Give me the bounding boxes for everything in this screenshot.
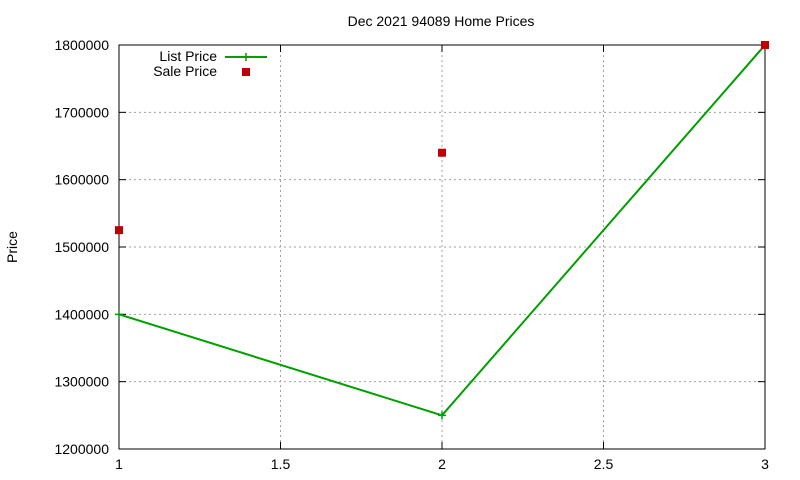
x-tick-label: 1 xyxy=(115,456,123,472)
legend-marker-list-price xyxy=(242,53,250,61)
grid xyxy=(119,45,765,449)
legend-label-list-price: List Price xyxy=(159,48,217,64)
data-point-list-price xyxy=(438,411,446,420)
y-tick-label: 1600000 xyxy=(54,172,109,188)
y-tick-label: 1700000 xyxy=(54,104,109,120)
y-tick-label: 1300000 xyxy=(54,374,109,390)
data-point-sale-price xyxy=(438,148,446,157)
legend-marker-sale-price xyxy=(242,68,250,76)
axis-ticks: 1 1.5 2 2.5 3 1200000 1300000 1400000 1500000 160… xyxy=(54,37,769,472)
data-point-sale-price xyxy=(761,41,769,49)
data-point-list-price xyxy=(115,310,123,319)
x-tick-label: 2.5 xyxy=(594,456,614,472)
chart-title: Dec 2021 94089 Home Prices xyxy=(348,13,535,29)
legend-label-sale-price: Sale Price xyxy=(153,63,217,79)
y-tick-label: 1500000 xyxy=(54,239,109,255)
data-point-sale-price xyxy=(115,226,123,235)
y-axis-label: Price xyxy=(4,231,20,263)
x-tick-label: 3 xyxy=(761,456,769,472)
legend: List Price Sale Price xyxy=(153,48,267,79)
series-sale-price xyxy=(115,41,769,235)
series-layer xyxy=(115,41,769,420)
x-tick-label: 2 xyxy=(438,456,446,472)
y-tick-label: 1400000 xyxy=(54,306,109,322)
y-tick-label: 1200000 xyxy=(54,441,109,457)
x-tick-label: 1.5 xyxy=(271,456,291,472)
y-tick-label: 1800000 xyxy=(54,37,109,53)
